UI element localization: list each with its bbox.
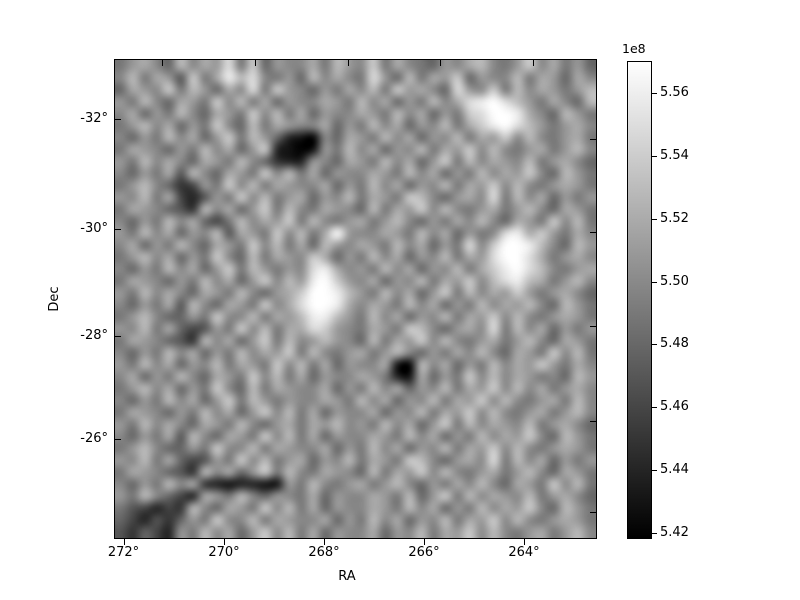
y-tick-left: [115, 119, 121, 120]
colorbar-tick: [652, 93, 657, 94]
colorbar-tick-label: 5.42: [660, 525, 689, 540]
colorbar-tick-label: 5.46: [660, 399, 689, 414]
colorbar-tick-label: 5.56: [660, 85, 689, 100]
x-tick-label: 266°: [408, 545, 440, 560]
colorbar-tick-label: 5.48: [660, 336, 689, 351]
colorbar: [627, 61, 652, 539]
y-tick-left: [115, 336, 121, 337]
x-tick-bottom: [524, 539, 525, 545]
x-tick-label: 270°: [208, 545, 240, 560]
y-tick-right: [590, 139, 596, 140]
colorbar-tick: [652, 219, 657, 220]
x-tick-top: [440, 60, 441, 66]
y-tick-label: -28°: [80, 328, 108, 343]
heatmap-image: [115, 60, 596, 538]
colorbar-tick: [652, 533, 657, 534]
y-tick-left: [115, 229, 121, 230]
colorbar-tick-label: 5.52: [660, 211, 689, 226]
y-tick-right: [590, 512, 596, 513]
x-tick-bottom: [123, 539, 125, 545]
x-axis-label: RA: [338, 569, 356, 584]
x-tick-top: [162, 60, 163, 66]
colorbar-tick-label: 5.50: [660, 274, 689, 289]
colorbar-offset-label: 1e8: [622, 41, 646, 56]
x-tick-top: [255, 60, 256, 66]
y-axis-label: Dec: [47, 286, 62, 312]
y-tick-label: -30°: [80, 221, 108, 236]
x-tick-bottom: [424, 539, 425, 545]
x-tick-top: [347, 60, 349, 66]
colorbar-tick: [652, 282, 657, 283]
x-tick-label: 272°: [107, 545, 140, 560]
colorbar-tick-label: 5.44: [660, 462, 689, 477]
y-tick-label: -32°: [80, 111, 108, 126]
colorbar-tick-label: 5.54: [660, 148, 689, 163]
y-tick-label: -26°: [80, 431, 108, 446]
y-tick-right: [590, 232, 596, 233]
colorbar-tick: [652, 470, 657, 471]
y-tick-left: [115, 439, 121, 440]
plot-area: [114, 59, 597, 539]
x-tick-label: 264°: [508, 545, 540, 560]
colorbar-tick: [652, 344, 657, 345]
x-tick-top: [533, 60, 534, 66]
colorbar-tick: [652, 407, 657, 408]
x-tick-label: 268°: [308, 545, 340, 560]
x-tick-bottom: [224, 539, 225, 545]
x-tick-bottom: [324, 539, 325, 545]
y-tick-right: [590, 421, 596, 422]
colorbar-tick: [652, 156, 657, 157]
y-tick-right: [590, 326, 596, 327]
